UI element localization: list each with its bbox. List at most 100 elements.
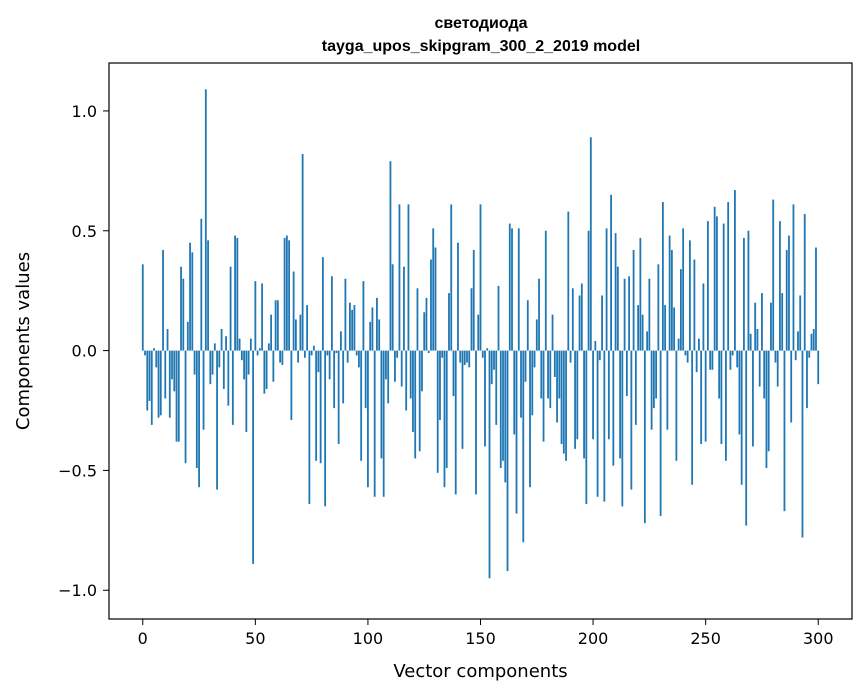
bar xyxy=(430,259,432,351)
bar xyxy=(162,249,164,351)
bar xyxy=(770,302,772,351)
bar xyxy=(279,350,282,363)
bar xyxy=(493,350,495,370)
bar xyxy=(376,297,378,351)
bar xyxy=(403,266,405,351)
x-tick-label: 200 xyxy=(578,629,609,648)
bar xyxy=(409,350,412,399)
bar xyxy=(562,350,565,454)
bar xyxy=(301,154,304,351)
bar xyxy=(319,350,322,464)
bar xyxy=(711,350,714,370)
x-tick-label: 100 xyxy=(353,629,384,648)
bar xyxy=(763,350,766,399)
bar xyxy=(342,350,345,404)
bar xyxy=(817,350,820,385)
bar xyxy=(434,247,437,351)
bar xyxy=(749,333,752,351)
bar xyxy=(707,221,709,351)
bar xyxy=(164,350,167,399)
bar xyxy=(544,230,547,351)
bar xyxy=(288,240,291,351)
bar xyxy=(729,350,732,370)
bar xyxy=(148,350,151,401)
bar xyxy=(808,350,811,358)
bar xyxy=(141,264,144,351)
bar xyxy=(526,300,529,351)
bar xyxy=(531,350,534,416)
bar xyxy=(734,190,736,351)
bar xyxy=(583,350,585,459)
bar xyxy=(704,350,707,442)
bar xyxy=(790,350,793,423)
bar xyxy=(452,350,455,397)
bar xyxy=(200,218,203,351)
bar xyxy=(524,350,527,382)
bar xyxy=(806,350,808,409)
bar xyxy=(299,314,302,351)
bar xyxy=(616,266,619,351)
bar xyxy=(441,350,444,358)
bar xyxy=(470,288,473,351)
bar xyxy=(535,319,538,351)
bar xyxy=(752,350,754,447)
bar xyxy=(225,336,227,351)
bar xyxy=(443,350,446,488)
bar xyxy=(765,350,768,469)
bar xyxy=(243,350,245,380)
bar xyxy=(619,350,621,459)
bar xyxy=(650,350,653,430)
x-tick-label: 50 xyxy=(245,629,265,648)
bar xyxy=(484,350,486,447)
bar xyxy=(173,350,176,392)
bar xyxy=(801,350,804,538)
bar xyxy=(204,89,207,351)
bar xyxy=(549,350,552,409)
bar xyxy=(468,350,471,368)
bar xyxy=(475,350,477,495)
bar xyxy=(394,350,396,382)
bar xyxy=(661,202,664,351)
bar xyxy=(756,329,759,351)
bar xyxy=(360,350,363,461)
bar xyxy=(490,350,493,385)
bar xyxy=(153,348,155,351)
bar xyxy=(740,350,743,485)
bar xyxy=(358,350,360,368)
bar xyxy=(331,276,333,351)
bar xyxy=(472,249,475,351)
bar xyxy=(308,350,311,504)
bar xyxy=(454,350,457,495)
bar xyxy=(418,350,421,452)
bar xyxy=(355,350,358,356)
bar xyxy=(594,341,597,351)
bar xyxy=(799,295,802,351)
bar xyxy=(513,350,516,435)
bar xyxy=(515,350,518,514)
bar xyxy=(414,350,417,459)
bar xyxy=(222,350,225,389)
bar xyxy=(556,350,558,423)
bar xyxy=(538,278,540,351)
bar xyxy=(157,350,160,418)
bar xyxy=(416,288,419,351)
bar xyxy=(290,350,293,421)
bar xyxy=(189,242,191,351)
bar xyxy=(571,288,574,351)
x-tick-label: 0 xyxy=(138,629,148,648)
bar xyxy=(652,350,655,409)
bar xyxy=(315,350,318,461)
bar xyxy=(592,350,594,440)
bar xyxy=(772,199,775,351)
bar xyxy=(688,240,691,351)
bar xyxy=(198,350,200,488)
bar xyxy=(425,297,428,351)
bar xyxy=(794,350,797,361)
bar xyxy=(634,350,637,425)
bar xyxy=(207,240,209,351)
bar xyxy=(722,223,725,351)
bar xyxy=(258,348,261,351)
bar xyxy=(369,321,372,351)
bar xyxy=(621,350,624,507)
bar xyxy=(254,281,257,351)
